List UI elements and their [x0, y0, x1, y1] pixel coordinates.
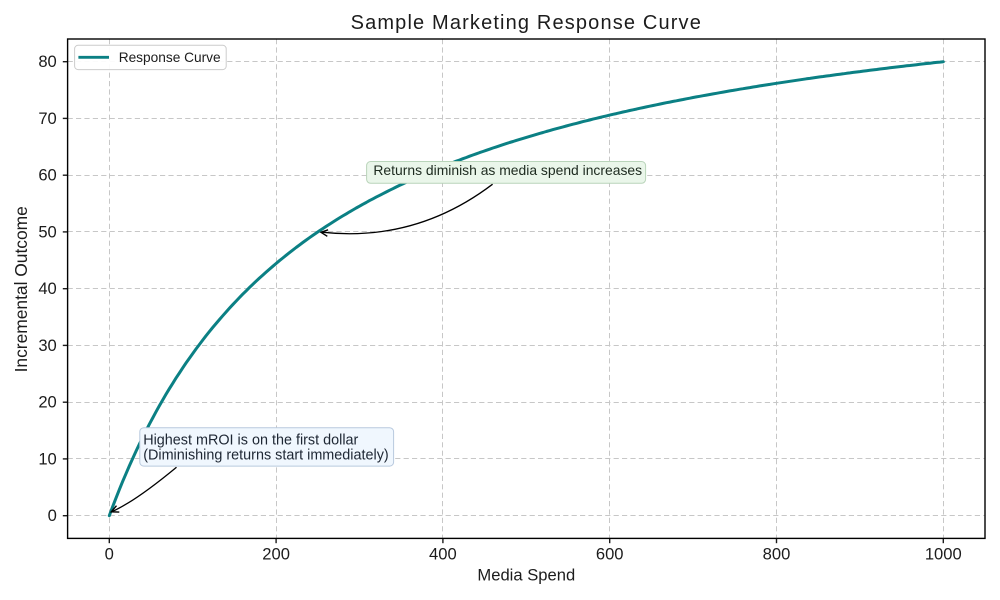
svg-text:40: 40 [38, 279, 56, 298]
svg-text:80: 80 [38, 52, 56, 71]
svg-text:400: 400 [429, 545, 457, 564]
svg-text:Response Curve: Response Curve [119, 50, 221, 65]
svg-text:Incremental Outcome: Incremental Outcome [11, 206, 31, 372]
svg-text:30: 30 [38, 336, 56, 355]
svg-text:(Diminishing returns start imm: (Diminishing returns start immediately) [143, 448, 389, 464]
svg-text:800: 800 [763, 545, 791, 564]
svg-text:200: 200 [262, 545, 290, 564]
svg-text:Highest mROI is on the first d: Highest mROI is on the first dollar [143, 433, 358, 449]
svg-text:70: 70 [38, 109, 56, 128]
svg-text:Sample Marketing Response Curv: Sample Marketing Response Curve [351, 12, 702, 34]
svg-text:Returns diminish as media spen: Returns diminish as media spend increase… [373, 162, 642, 178]
svg-text:0: 0 [105, 545, 114, 564]
svg-text:60: 60 [38, 166, 56, 185]
svg-text:50: 50 [38, 222, 56, 241]
svg-text:0: 0 [48, 506, 57, 525]
svg-text:1000: 1000 [925, 545, 962, 564]
svg-text:20: 20 [38, 393, 56, 412]
svg-text:10: 10 [38, 449, 56, 468]
svg-text:Media Spend: Media Spend [477, 566, 575, 585]
svg-text:600: 600 [596, 545, 624, 564]
